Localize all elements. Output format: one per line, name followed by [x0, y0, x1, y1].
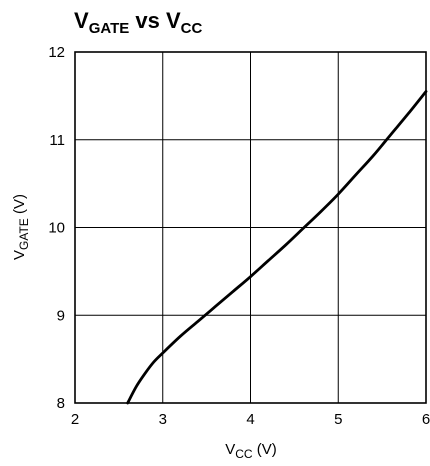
title-cc-subscript: CC: [181, 20, 203, 37]
y-axis-label: VGATE (V): [11, 194, 31, 260]
x-tick-label: 3: [159, 411, 167, 428]
y-tick-label: 10: [48, 220, 65, 237]
plot-frame: [74, 51, 427, 404]
x-tick-label: 5: [334, 411, 342, 428]
grid: [74, 51, 427, 404]
y-axis-label-v: V: [11, 250, 28, 260]
series-group: [126, 90, 428, 405]
x-axis-label-cc-subscript: CC: [235, 447, 253, 461]
y-tick-label: 11: [49, 132, 65, 149]
series-line: [126, 90, 428, 405]
x-tick-label: 4: [246, 411, 254, 428]
x-tick-label: 6: [422, 411, 430, 428]
y-axis-label-gate-subscript: GATE: [17, 218, 31, 250]
title-gate-subscript: GATE: [89, 20, 130, 37]
y-tick-label: 8: [57, 395, 65, 412]
y-tick-label: 12: [48, 44, 65, 61]
chart-title: VGATE vs VCC: [74, 8, 202, 37]
y-tick-label: 9: [57, 307, 65, 324]
x-tick-label: 2: [71, 411, 79, 428]
x-axis-label-v: V: [225, 441, 235, 458]
x-axis-label: VCC (V): [225, 441, 277, 461]
x-axis-label-unit: (V): [253, 441, 277, 458]
y-axis-label-unit: (V): [11, 194, 28, 218]
title-vs-v: vs V: [129, 8, 181, 33]
tick-labels: 2 3 4 5 6 8 9 10 11 12: [48, 44, 430, 428]
title-v: V: [74, 8, 89, 33]
